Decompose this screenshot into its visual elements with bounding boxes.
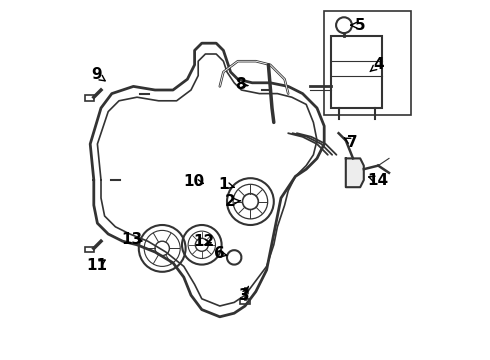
Bar [85, 95, 94, 101]
Text: 7: 7 [347, 135, 358, 150]
Text: 2: 2 [224, 194, 235, 209]
Text: 9: 9 [91, 67, 102, 82]
Bar [324, 11, 411, 115]
Bar [240, 299, 250, 304]
Text: 4: 4 [373, 57, 384, 72]
Polygon shape [346, 158, 364, 187]
Text: 8: 8 [235, 77, 246, 92]
Bar [85, 247, 94, 252]
Text: 10: 10 [183, 174, 204, 189]
Text: 13: 13 [121, 232, 142, 247]
Text: 5: 5 [355, 18, 366, 33]
Text: 14: 14 [367, 172, 388, 188]
Text: 11: 11 [86, 258, 107, 273]
Bar [331, 36, 382, 108]
Text: 3: 3 [239, 288, 249, 303]
Text: 6: 6 [214, 246, 224, 261]
Text: 1: 1 [218, 177, 229, 192]
Text: 12: 12 [193, 234, 214, 249]
